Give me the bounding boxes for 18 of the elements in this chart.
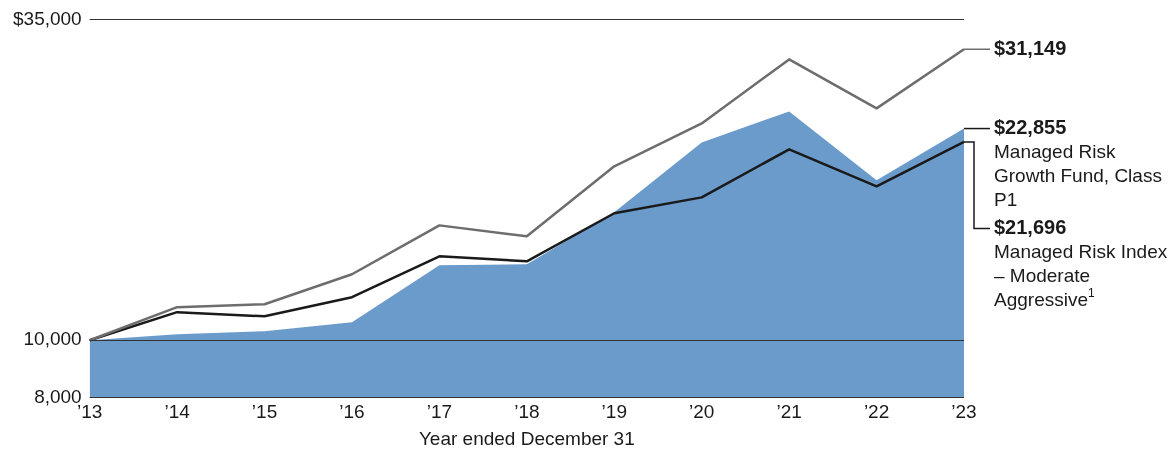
y-tick-label: 10,000 [23,328,82,350]
x-tick-label: ’23 [951,401,977,423]
data-label: $31,149 [994,36,1067,59]
x-tick-label: ’21 [776,401,802,423]
x-tick-label: ’17 [426,401,453,423]
x-axis-title: Year ended December 31 [418,427,635,449]
y-tick-label: 8,000 [34,385,82,407]
x-tick-label: ’22 [863,401,890,423]
x-tick-label: ’15 [251,401,278,423]
x-tick-label: ’16 [339,401,365,423]
data-label: $22,855 [994,116,1067,139]
y-tick-label: $35,000 [12,7,82,29]
x-tick-label: ’20 [689,401,715,423]
data-label: $21,696 [994,216,1067,239]
x-tick-label: ’14 [164,401,191,423]
x-tick-label: ’18 [514,401,540,423]
x-tick-label: ’19 [601,401,627,423]
series-label: Managed Risk Growth Fund, Class P1 [994,140,1162,210]
